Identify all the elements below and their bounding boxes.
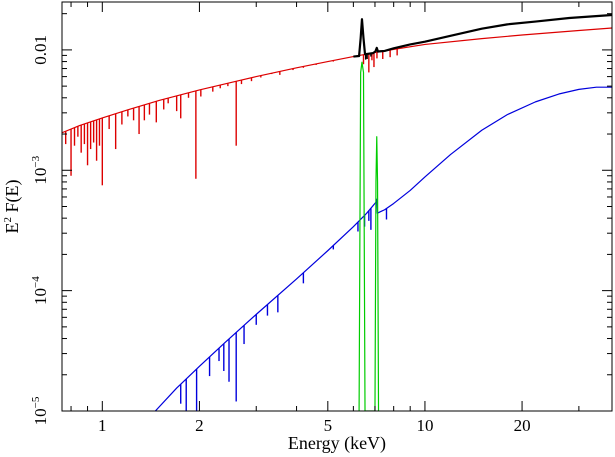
series-0-line [62,27,612,134]
y-tick-label-base: 10 [31,408,50,425]
y-tick-label-sup: −4 [30,276,42,288]
x-tick-label: 1 [98,416,107,435]
series-1-line [154,86,612,411]
y-tick-label-sup: −5 [30,396,42,408]
y-axis-title-sup: 2 [2,217,14,223]
x-tick-label: 5 [324,416,333,435]
y-tick-label: 10−4 [30,276,50,305]
x-tick-label: 20 [514,416,531,435]
y-axis-title: E2 F(E) [2,180,23,234]
y-tick-label: 10−5 [30,396,50,425]
y-axis-title-rest: F(E) [2,180,23,218]
y-tick-label: 10−3 [30,155,50,184]
y-tick-label: 0.01 [31,35,50,65]
x-tick-label: 10 [416,416,433,435]
x-tick-label: 2 [195,416,204,435]
y-tick-label-sup: −3 [30,155,42,167]
x-axis-title: Energy (keV) [288,433,386,454]
series-3-line [353,13,612,58]
series-2-line [358,61,380,411]
series-layer [62,13,612,411]
y-tick-label-base: 0.01 [31,35,50,65]
plot-frame [61,1,613,412]
y-tick-label-base: 10 [31,168,50,185]
x-axis: 1 2 5 10 20 [70,2,580,435]
y-axis-title-base: E [2,223,22,234]
y-tick-label-base: 10 [31,288,50,305]
